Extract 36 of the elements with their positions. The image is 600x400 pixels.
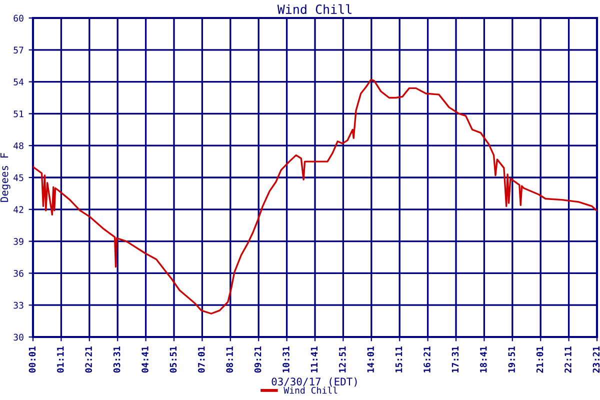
x-tick-label: 11:41 xyxy=(310,346,318,372)
x-tick-label: 22:11 xyxy=(564,346,572,373)
y-tick-label: 60 xyxy=(14,14,24,22)
y-tick-label: 45 xyxy=(14,174,24,182)
x-tick-label: 01:11 xyxy=(56,346,64,373)
x-tick-label: 02:21 xyxy=(85,346,92,373)
y-tick-label: 48 xyxy=(14,142,24,150)
x-tick-label: 16:21 xyxy=(424,346,430,372)
y-tick-label: 36 xyxy=(14,270,24,277)
y-tick-label: 57 xyxy=(14,46,24,54)
x-axis-title: 03/30/17 (EDT) xyxy=(272,377,357,387)
x-tick-label: 23:21 xyxy=(592,346,600,373)
x-tick-label: 14:01 xyxy=(367,346,374,372)
x-tick-label: 04:41 xyxy=(142,346,148,373)
x-tick-label: 10:31 xyxy=(282,346,290,372)
x-tick-label: 00:01 xyxy=(28,346,36,373)
x-tick-label: 12:51 xyxy=(338,346,346,372)
y-tick-label: 54 xyxy=(14,78,24,86)
x-tick-label: 18:41 xyxy=(480,346,487,372)
x-tick-label: 17:31 xyxy=(452,346,459,372)
x-tick-label: 21:01 xyxy=(536,346,544,373)
x-tick-label: 08:11 xyxy=(226,346,234,373)
y-tick-label: 39 xyxy=(14,238,24,245)
y-tick-label: 30 xyxy=(14,334,24,341)
x-tick-label: 19:51 xyxy=(508,346,516,372)
x-tick-label: 03:31 xyxy=(113,346,120,373)
y-tick-label: 33 xyxy=(14,302,24,309)
y-tick-label: 42 xyxy=(14,206,24,213)
x-tick-label: 09:21 xyxy=(254,346,262,373)
y-tick-label: 51 xyxy=(14,110,24,118)
x-tick-label: 07:01 xyxy=(198,346,205,373)
y-axis-title: Degees F xyxy=(0,153,10,202)
x-tick-label: 05:51 xyxy=(170,346,177,373)
chart-title: Wind Chill xyxy=(277,4,352,14)
x-tick-label: 15:11 xyxy=(396,346,402,372)
legend-label: Wind Chill xyxy=(284,386,338,394)
